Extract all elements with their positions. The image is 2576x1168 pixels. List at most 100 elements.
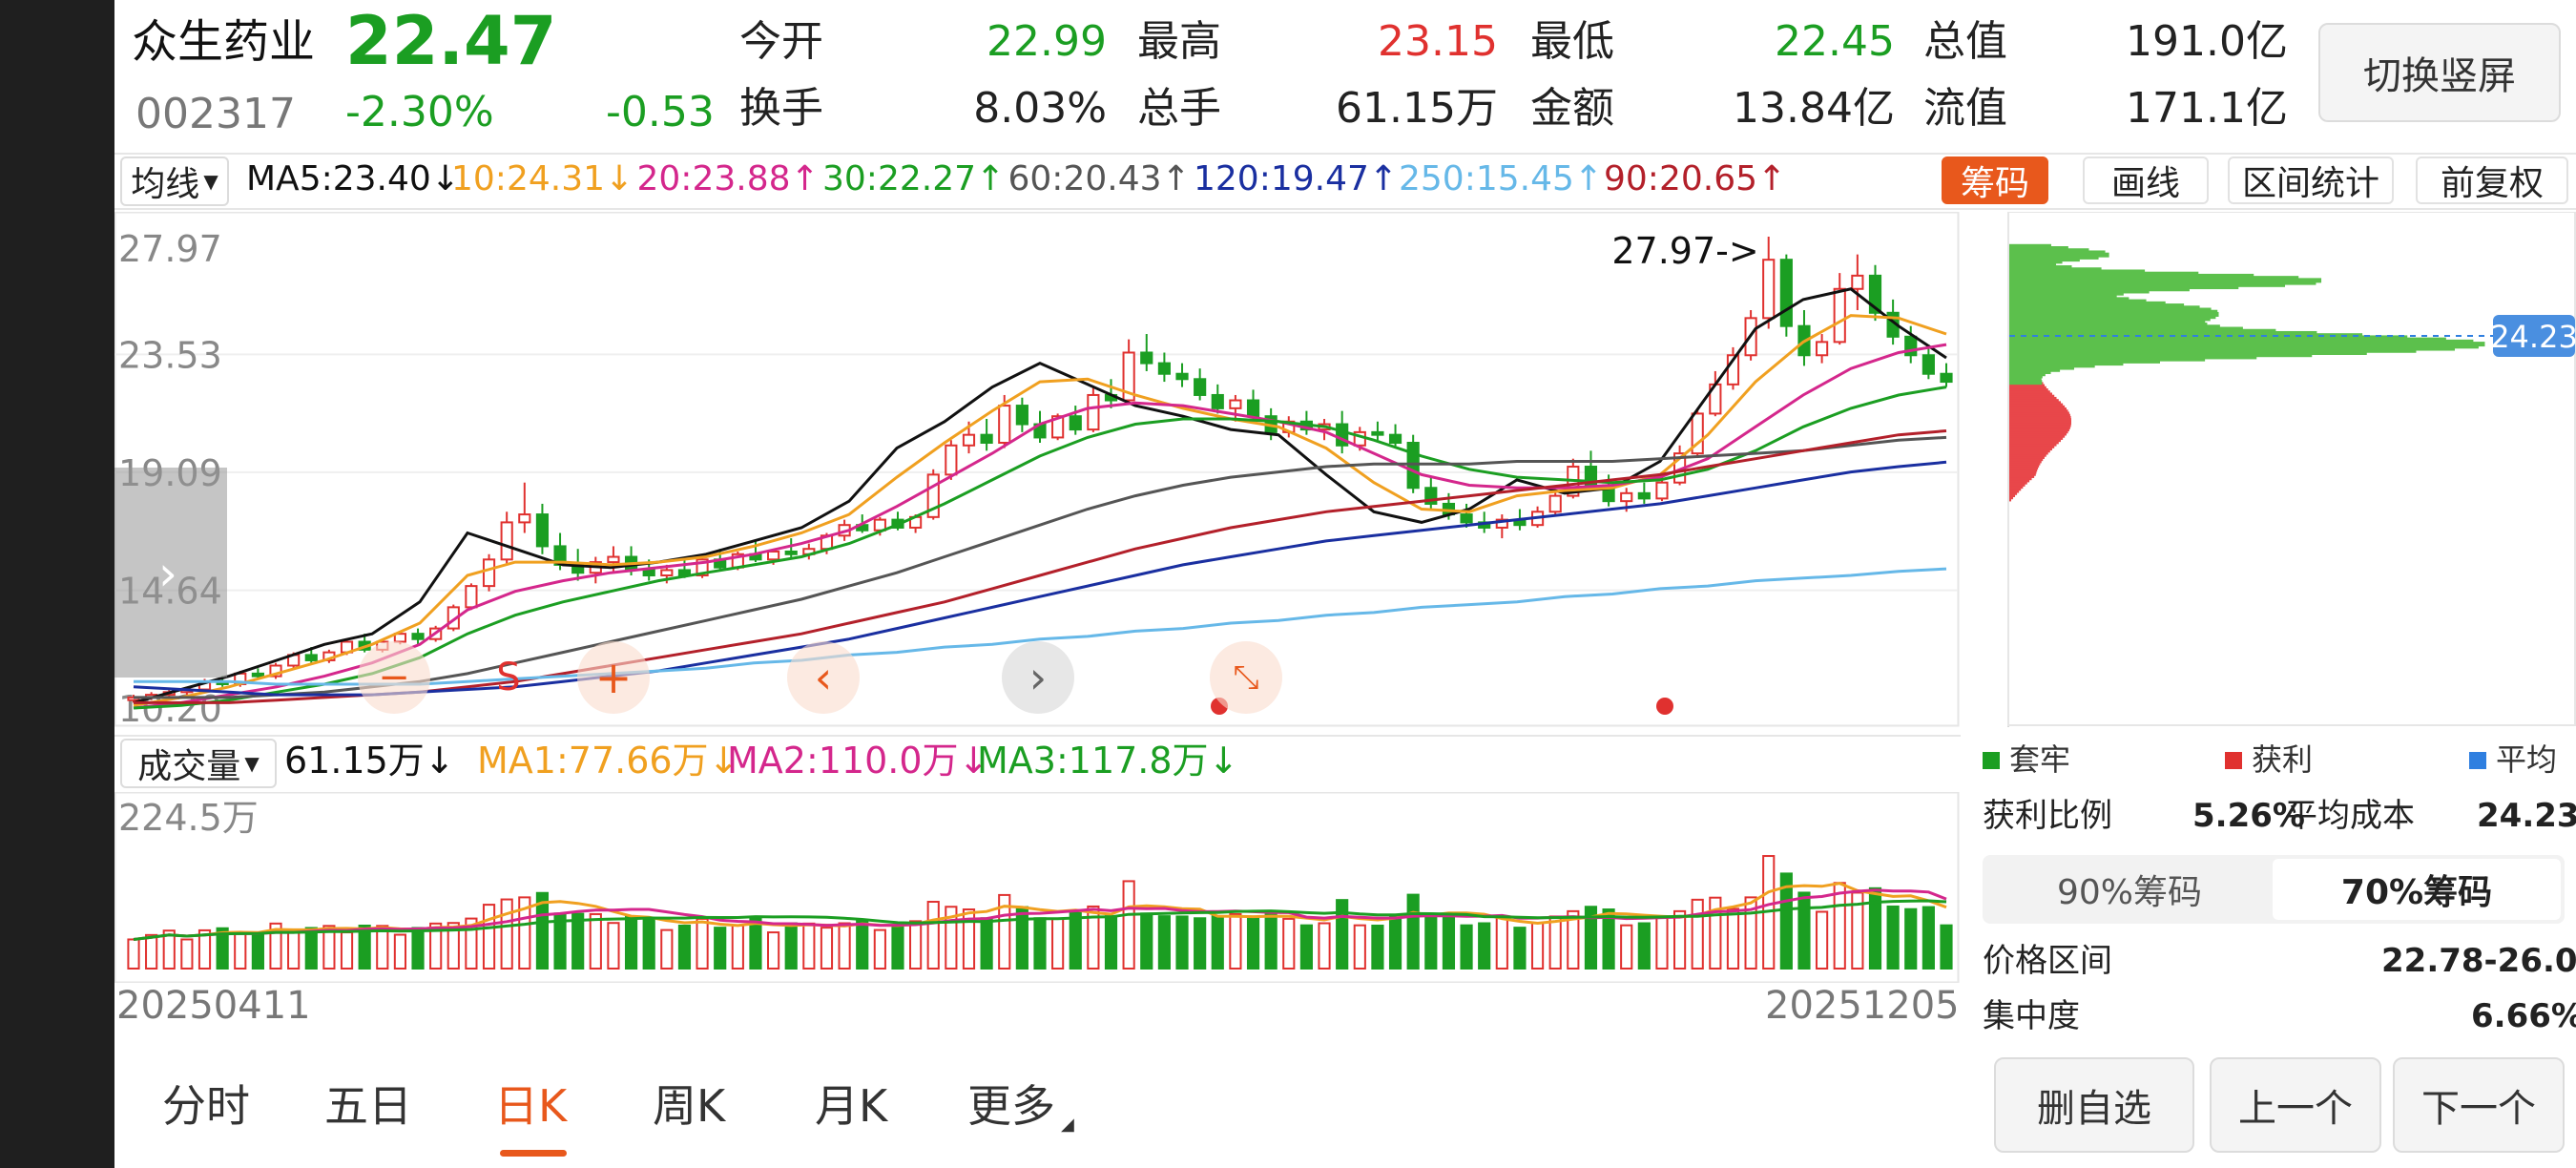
history-scroll-handle[interactable]: › — [114, 468, 227, 678]
tab-more[interactable]: 更多 — [967, 1080, 1055, 1132]
tab-monthly-k[interactable]: 月K — [815, 1080, 888, 1132]
quote-field-value: 22.45 — [1775, 17, 1895, 66]
volume-bar — [287, 931, 301, 970]
volume-bar — [642, 917, 655, 970]
chip-distribution-chart: 24.23 — [2007, 212, 2576, 727]
volume-bar — [1157, 915, 1171, 970]
volume-bar — [180, 938, 194, 970]
scroll-right-button[interactable]: › — [1002, 641, 1074, 714]
volume-bar — [1015, 906, 1028, 970]
quote-field-label: 换手 — [739, 84, 823, 133]
volume-bar — [1779, 872, 1793, 970]
volume-bar — [1548, 915, 1562, 970]
next-stock-button[interactable]: 下一个 — [2393, 1057, 2565, 1153]
tab-forward-adjust[interactable]: 前复权 — [2416, 156, 2568, 204]
volume-bar — [820, 927, 834, 970]
ma-dropdown[interactable]: 均线 ▼ — [120, 156, 229, 206]
volume-bar — [1442, 912, 1456, 970]
ma-value: 120:19.47↑ — [1194, 159, 1399, 198]
volume-bar — [145, 933, 158, 970]
tab-draw-line[interactable]: 画线 — [2083, 156, 2209, 204]
candle — [1655, 477, 1669, 502]
candle — [1868, 264, 1882, 322]
volume-bar — [1709, 896, 1722, 970]
chip-bar — [2009, 243, 2051, 249]
volume-bar — [234, 931, 247, 970]
tab-five-day[interactable]: 五日 — [324, 1080, 412, 1132]
volume-bar — [322, 925, 336, 970]
chevron-right-icon: › — [1028, 652, 1048, 703]
volume-bar — [1069, 910, 1082, 970]
quote-field-value: 171.1亿 — [2126, 84, 2288, 133]
collapse-button[interactable]: ⤡ — [1210, 641, 1282, 714]
volume-bar — [1194, 917, 1207, 970]
previous-stock-button[interactable]: 上一个 — [2210, 1057, 2381, 1153]
volume-bar — [500, 898, 513, 970]
candle — [518, 482, 531, 533]
volume-bar — [1087, 905, 1100, 970]
volume-bar — [1264, 912, 1278, 970]
plus-icon: + — [594, 652, 633, 703]
quote-field-value: 8.03% — [973, 84, 1107, 133]
ma-value: 90:20.65↑ — [1604, 159, 1787, 198]
volume-bar — [1104, 915, 1118, 970]
candle — [482, 553, 496, 592]
volume-bar — [1691, 898, 1704, 970]
volume-bar — [624, 915, 638, 970]
volume-bar — [1530, 922, 1545, 970]
quote-field-value: 22.99 — [987, 17, 1107, 66]
volume-bar — [998, 893, 1011, 970]
left-black-edge — [0, 0, 114, 1168]
ma-value: 20:23.88↑ — [636, 159, 820, 198]
active-tab-indicator — [500, 1150, 567, 1157]
tab-chips-90[interactable]: 90%筹码 — [2056, 873, 2203, 912]
candle — [1087, 386, 1100, 432]
tab-weekly-k[interactable]: 周K — [653, 1080, 726, 1132]
collapse-arrows-icon: ⤡ — [1233, 658, 1259, 697]
ma-line-ma30 — [133, 386, 1947, 710]
x-label-end: 20251205 — [1765, 984, 1960, 1028]
quote-field-label: 流值 — [1923, 84, 2007, 133]
volume-bar — [1655, 915, 1669, 970]
volume-bar — [1868, 886, 1882, 970]
candle — [1833, 273, 1846, 345]
volume-ma-value: MA1:77.66万↓ — [477, 740, 739, 782]
volume-ma-value: MA2:110.0万↓ — [727, 740, 989, 782]
ma-value: MA5:23.40↓ — [246, 159, 460, 198]
chevron-right-icon: › — [158, 546, 177, 601]
tab-intraday[interactable]: 分时 — [162, 1080, 250, 1132]
volume-bar — [1406, 893, 1420, 970]
volume-bar — [393, 933, 406, 970]
tab-range-stats[interactable]: 区间统计 — [2228, 156, 2394, 204]
tab-chips-70[interactable]: 70%筹码 — [2273, 859, 2561, 920]
volume-bar — [856, 920, 869, 970]
candle — [1673, 445, 1687, 486]
candle — [1691, 407, 1704, 456]
tab-chips[interactable]: 筹码 — [1942, 156, 2048, 204]
tab-daily-k[interactable]: 日K — [494, 1080, 568, 1132]
volume-bar — [873, 928, 886, 970]
switch-portrait-button[interactable]: 切换竖屏 — [2318, 23, 2561, 122]
volume-bar — [1584, 906, 1598, 970]
chip-legend-label: 平均 — [2496, 741, 2558, 778]
volume-bar — [482, 904, 496, 970]
volume-bar — [1940, 924, 1953, 970]
remove-watchlist-button[interactable]: 删自选 — [1994, 1057, 2194, 1153]
candle — [1140, 334, 1153, 371]
volume-dropdown[interactable]: 成交量 ▼ — [120, 739, 277, 788]
scroll-left-button[interactable]: ‹ — [787, 641, 860, 714]
x-label-start: 20250411 — [116, 984, 311, 1028]
volume-bar — [607, 922, 620, 970]
volume-bar — [518, 896, 531, 970]
zoom-in-button[interactable]: + — [577, 641, 650, 714]
zoom-out-button[interactable]: − — [358, 641, 430, 714]
volume-bar — [216, 927, 229, 970]
quote-field-value: 13.84亿 — [1733, 84, 1895, 133]
candle — [926, 469, 940, 520]
volume-bar — [1637, 922, 1651, 970]
quote-field-label: 最高 — [1137, 17, 1221, 66]
candle — [1229, 394, 1242, 422]
candle — [1371, 421, 1384, 441]
volume-bar — [962, 908, 976, 970]
candle — [251, 668, 264, 679]
